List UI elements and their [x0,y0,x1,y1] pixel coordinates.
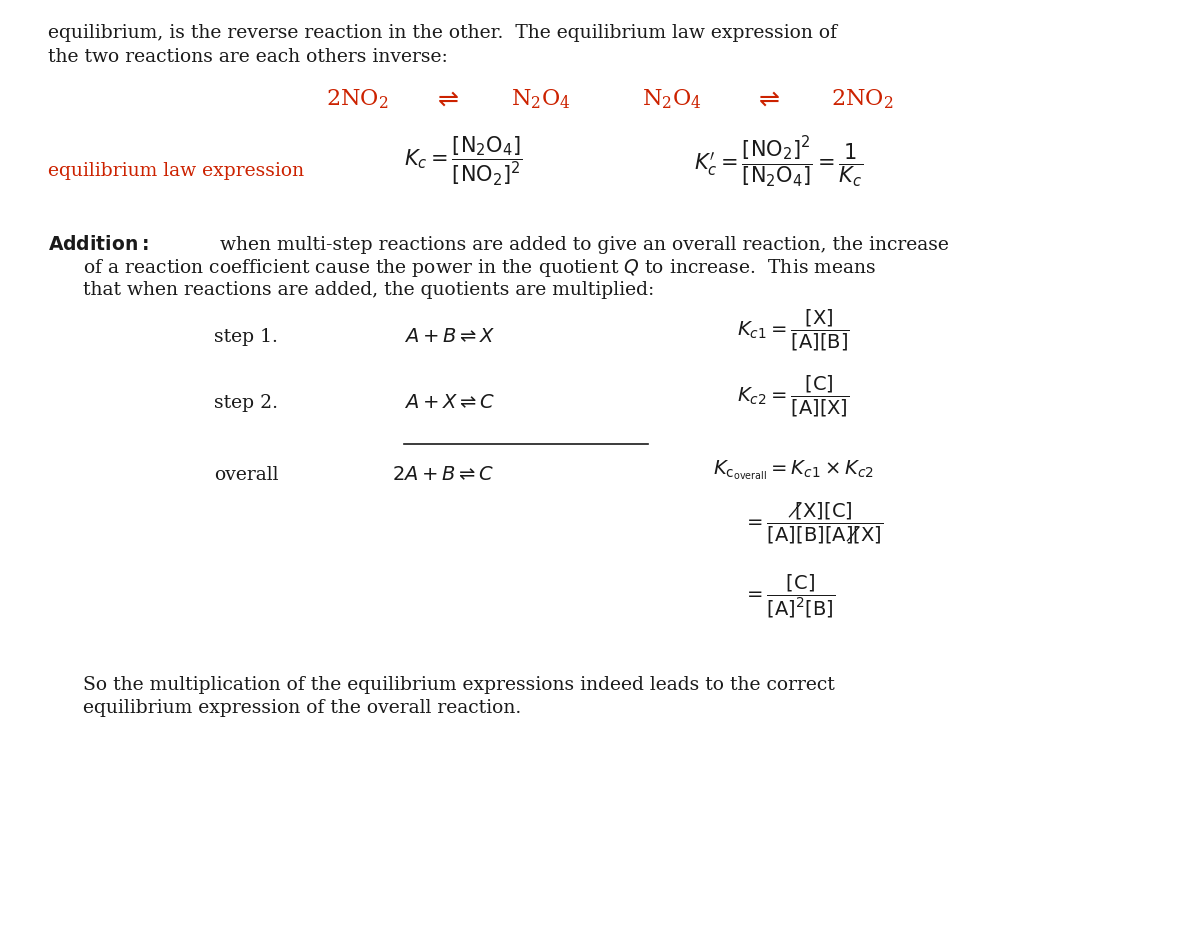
Text: $= \dfrac{[\mathrm{\not{X}}][\mathrm{C}]}{[\mathrm{A}][\mathrm{B}][\mathrm{A}][\: $= \dfrac{[\mathrm{\not{X}}][\mathrm{C}]… [743,501,883,547]
Text: $\mathregular{N_2O_4}$: $\mathregular{N_2O_4}$ [642,88,702,111]
Text: $\mathbf{Addition:}$: $\mathbf{Addition:}$ [48,235,147,254]
Text: equilibrium expression of the overall reaction.: equilibrium expression of the overall re… [83,699,522,716]
Text: $A + X \rightleftharpoons C$: $A + X \rightleftharpoons C$ [404,395,496,412]
Text: overall: overall [214,466,278,483]
Text: $K_c' = \dfrac{[\mathrm{NO_2}]^2}{[\mathrm{N_2O_4}]} = \dfrac{1}{K_c}$: $K_c' = \dfrac{[\mathrm{NO_2}]^2}{[\math… [694,134,863,189]
Text: $\mathregular{2NO_2}$: $\mathregular{2NO_2}$ [326,88,388,111]
Text: equilibrium law expression: equilibrium law expression [48,162,303,179]
Text: the two reactions are each others inverse:: the two reactions are each others invers… [48,48,447,65]
Text: $K_{c2} = \dfrac{[\mathrm{C}]}{[\mathrm{A}][\mathrm{X}]}$: $K_{c2} = \dfrac{[\mathrm{C}]}{[\mathrm{… [737,374,850,419]
Text: $\mathregular{N_2O_4}$: $\mathregular{N_2O_4}$ [511,88,571,111]
Text: of a reaction coefficient cause the power in the quotient $Q$ to increase.  This: of a reaction coefficient cause the powe… [83,256,876,279]
Text: $K_{\mathrm{c_{overall}}} = K_{c1} \times K_{c2}$: $K_{\mathrm{c_{overall}}} = K_{c1} \time… [713,458,874,481]
Text: $\rightleftharpoons$: $\rightleftharpoons$ [754,88,780,111]
Text: equilibrium, is the reverse reaction in the other.  The equilibrium law expressi: equilibrium, is the reverse reaction in … [48,25,837,42]
Text: $A + B \rightleftharpoons X$: $A + B \rightleftharpoons X$ [404,328,496,345]
Text: $\rightleftharpoons$: $\rightleftharpoons$ [433,88,459,111]
Text: $= \dfrac{[\mathrm{C}]}{[\mathrm{A}]^2[\mathrm{B}]}$: $= \dfrac{[\mathrm{C}]}{[\mathrm{A}]^2[\… [743,572,836,620]
Text: $K_{c1} = \dfrac{[\mathrm{X}]}{[\mathrm{A}][\mathrm{B}]}$: $K_{c1} = \dfrac{[\mathrm{X}]}{[\mathrm{… [737,307,850,353]
Text: step 1.: step 1. [214,328,278,345]
Text: step 2.: step 2. [214,395,278,412]
Text: $K_c = \dfrac{[\mathrm{N_2O_4}]}{[\mathrm{NO_2}]^2}$: $K_c = \dfrac{[\mathrm{N_2O_4}]}{[\mathr… [404,135,523,188]
Text: $\mathregular{2NO_2}$: $\mathregular{2NO_2}$ [831,88,893,111]
Text: So the multiplication of the equilibrium expressions indeed leads to the correct: So the multiplication of the equilibrium… [83,677,835,694]
Text: $2A + B \rightleftharpoons C$: $2A + B \rightleftharpoons C$ [392,466,495,483]
Text: when multi-step reactions are added to give an overall reaction, the increase: when multi-step reactions are added to g… [208,236,949,253]
Text: that when reactions are added, the quotients are multiplied:: that when reactions are added, the quoti… [83,282,654,299]
